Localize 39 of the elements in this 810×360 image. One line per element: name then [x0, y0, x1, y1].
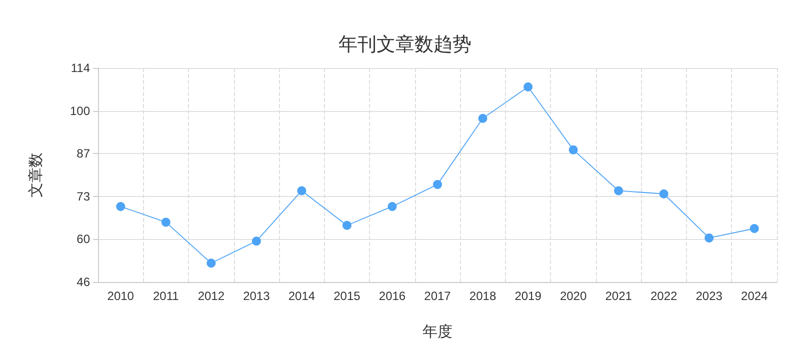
x-tick-label: 2023 [696, 289, 723, 303]
point [659, 189, 668, 198]
point [252, 236, 261, 246]
y-tick-label: 87 [76, 146, 90, 161]
point [478, 114, 488, 123]
point [614, 186, 624, 196]
y-tick-label: 60 [76, 232, 90, 246]
x-tick-label: 2013 [243, 289, 270, 303]
x-tick-label: 2021 [605, 289, 632, 303]
x-tick-label: 2016 [378, 289, 406, 303]
x-tick-label: 2011 [152, 289, 180, 303]
point [388, 202, 397, 211]
point [704, 233, 714, 242]
x-tick-label: 2018 [469, 289, 496, 303]
x-axis-title: 年度 [422, 322, 452, 340]
x-tick-label: 2022 [650, 289, 678, 303]
x-tick-label: 2017 [424, 289, 452, 303]
x-tick-label: 2019 [514, 289, 542, 303]
y-axis-title: 文章数 [26, 152, 44, 198]
y-tick-label: 114 [70, 61, 90, 75]
point [161, 218, 170, 227]
point [524, 82, 533, 92]
point [297, 186, 306, 196]
y-tick-label: 100 [70, 104, 90, 118]
point [568, 145, 578, 154]
point [342, 220, 352, 230]
point [433, 180, 442, 189]
chart-title: 年刊文章数趋势 [338, 34, 472, 56]
point [116, 202, 126, 211]
point [750, 224, 759, 233]
x-tick-label: 2012 [198, 289, 225, 303]
x-tick-label: 2014 [288, 289, 316, 303]
x-tick-label: 2024 [741, 289, 768, 303]
x-tick-label: 2010 [107, 289, 134, 303]
x-tick-label: 2015 [334, 289, 361, 303]
x-tick-label: 2020 [560, 289, 587, 303]
y-tick-label: 46 [76, 275, 90, 289]
y-tick-label: 73 [76, 189, 90, 204]
point [206, 258, 216, 268]
